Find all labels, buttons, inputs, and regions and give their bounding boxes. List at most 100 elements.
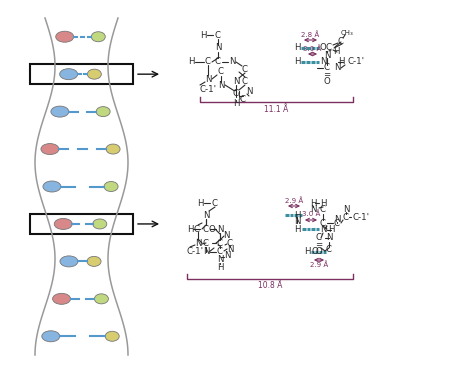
Text: C-1': C-1' <box>348 57 365 66</box>
Text: H: H <box>304 248 310 256</box>
Text: 2.9 Å: 2.9 Å <box>285 197 303 204</box>
Text: N: N <box>334 215 340 224</box>
Ellipse shape <box>53 293 71 304</box>
Text: 10.8 Å: 10.8 Å <box>258 282 282 291</box>
Text: O: O <box>316 248 322 256</box>
Text: H: H <box>294 224 300 233</box>
Text: N: N <box>224 251 230 260</box>
Text: N: N <box>223 231 229 240</box>
Ellipse shape <box>43 181 61 192</box>
Text: N: N <box>229 57 235 66</box>
Text: H: H <box>333 47 339 56</box>
Ellipse shape <box>54 219 72 230</box>
Text: N: N <box>227 246 233 255</box>
Text: N: N <box>310 206 316 215</box>
Text: N: N <box>203 248 209 256</box>
Ellipse shape <box>96 107 110 117</box>
Text: H: H <box>187 224 193 233</box>
Text: C-1': C-1' <box>187 246 204 255</box>
Text: C: C <box>218 68 224 77</box>
Ellipse shape <box>93 219 107 229</box>
Text: C: C <box>203 224 209 233</box>
Text: N: N <box>205 75 211 84</box>
Text: =: = <box>315 240 323 249</box>
Ellipse shape <box>94 294 109 304</box>
Text: N: N <box>326 233 332 242</box>
Text: 3.0 Å: 3.0 Å <box>302 211 320 217</box>
Text: C: C <box>205 57 211 66</box>
Text: H: H <box>188 57 194 66</box>
Text: C: C <box>316 233 322 242</box>
Ellipse shape <box>106 144 120 154</box>
Ellipse shape <box>51 106 69 117</box>
Text: N: N <box>343 206 349 215</box>
Text: C-1': C-1' <box>353 212 370 221</box>
Text: N: N <box>203 210 209 219</box>
Text: C: C <box>320 219 326 228</box>
Text: N: N <box>195 239 201 248</box>
Text: C: C <box>343 212 349 221</box>
Text: N: N <box>233 77 239 86</box>
Text: =: = <box>323 70 331 79</box>
Text: 2.8 Å: 2.8 Å <box>301 32 319 38</box>
Text: C: C <box>240 95 246 104</box>
Text: H: H <box>294 57 300 66</box>
Text: O: O <box>209 224 215 233</box>
Bar <box>30 214 133 234</box>
Ellipse shape <box>41 143 59 154</box>
Text: C: C <box>242 77 248 86</box>
Text: N: N <box>334 63 340 72</box>
Text: H: H <box>294 210 300 219</box>
Ellipse shape <box>87 256 101 266</box>
Text: H: H <box>310 199 316 208</box>
Text: N: N <box>320 57 326 66</box>
Text: N: N <box>246 88 252 97</box>
Text: O: O <box>311 248 319 256</box>
Text: 3.0 Å: 3.0 Å <box>303 46 321 52</box>
Ellipse shape <box>60 256 78 267</box>
Text: C: C <box>334 219 340 228</box>
Ellipse shape <box>42 331 60 342</box>
Text: N: N <box>294 217 300 226</box>
Ellipse shape <box>60 69 78 80</box>
Text: O: O <box>324 77 330 86</box>
Text: C: C <box>215 57 221 66</box>
Text: H: H <box>233 99 239 108</box>
Text: CH₃: CH₃ <box>341 30 354 36</box>
Text: C: C <box>326 246 332 255</box>
Ellipse shape <box>87 69 101 79</box>
Text: C: C <box>242 65 248 74</box>
Text: N: N <box>217 255 223 264</box>
Text: H: H <box>200 30 206 39</box>
Bar <box>30 64 133 84</box>
Text: H: H <box>197 199 203 208</box>
Text: N: N <box>218 81 224 90</box>
Ellipse shape <box>91 32 105 42</box>
Text: C: C <box>217 248 223 256</box>
Text: O: O <box>319 43 327 52</box>
Text: C: C <box>227 239 233 248</box>
Text: H: H <box>338 57 344 66</box>
Text: N: N <box>215 43 221 52</box>
Text: C: C <box>194 224 200 233</box>
Text: H: H <box>328 224 334 233</box>
Text: C: C <box>233 90 239 99</box>
Text: C-1': C-1' <box>200 84 217 93</box>
Text: N: N <box>320 226 326 235</box>
Text: C: C <box>324 63 330 72</box>
Text: C: C <box>215 30 221 39</box>
Text: 2.9 Å: 2.9 Å <box>310 262 328 268</box>
Text: H: H <box>294 43 300 52</box>
Text: C: C <box>338 36 344 45</box>
Text: C: C <box>212 199 218 208</box>
Text: C: C <box>320 206 326 215</box>
Text: H: H <box>320 199 326 208</box>
Text: H: H <box>217 262 223 271</box>
Ellipse shape <box>56 31 74 42</box>
Ellipse shape <box>105 331 119 341</box>
Text: N: N <box>324 50 330 59</box>
Text: C: C <box>326 43 332 52</box>
Text: C: C <box>217 239 223 248</box>
Text: N: N <box>217 224 223 233</box>
Text: 11.1 Å: 11.1 Å <box>264 104 288 113</box>
